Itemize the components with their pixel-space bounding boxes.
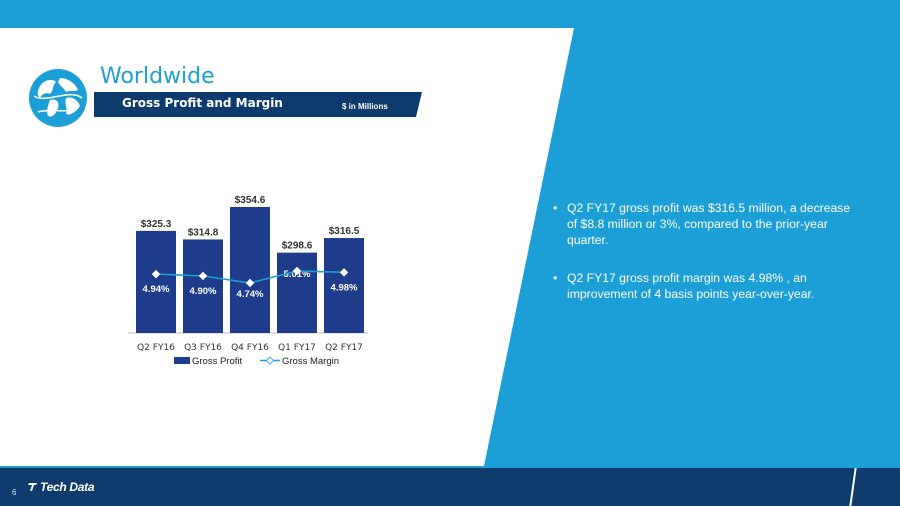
gross-profit-bar [277,252,317,333]
bar-value-label: $354.6 [235,195,266,206]
footer-divider [0,466,900,468]
gross-profit-bar [183,239,223,333]
bar-value-label: $325.3 [141,219,172,230]
x-tick-label: Q3 FY16 [184,343,222,353]
bullet-item: Q2 FY17 gross profit was $316.5 million,… [553,200,863,248]
page-number: 6 [12,488,17,497]
gross-profit-bar [324,238,364,333]
top-strip [0,0,900,28]
gross-margin-point [151,269,161,279]
x-tick-label: Q4 FY16 [231,343,269,353]
gross-margin-point [198,271,208,281]
legend-swatch-gross-profit [174,357,190,364]
gross-profit-chart: $325.3 Q2 FY16 4.94% $314.8 Q3 FY16 4.90% $354… [128,195,368,367]
margin-value-label: 4.90% [190,286,217,297]
margin-value-label: 4.74% [237,289,264,300]
bullet-list: Q2 FY17 gross profit was $316.5 million,… [553,200,863,324]
bar-value-label: $298.6 [282,241,313,252]
section-banner [94,92,422,117]
globe-icon [29,69,87,127]
bar-value-label: $316.5 [329,226,360,237]
margin-value-label: 4.98% [331,282,358,293]
legend-label-gross-margin: Gross Margin [282,356,339,367]
gross-profit-bar [230,207,270,333]
legend-label-gross-profit: Gross Profit [192,356,243,367]
x-tick-label: Q2 FY16 [137,343,175,353]
x-tick-label: Q2 FY17 [325,343,363,353]
gross-margin-point [339,268,349,277]
bar-value-label: $314.8 [188,227,219,238]
techdata-logo-icon [28,483,37,491]
page-title: Worldwide [100,64,215,89]
banner-title: Gross Profit and Margin [122,96,283,110]
margin-value-label: 4.94% [143,284,170,295]
x-tick-label: Q1 FY17 [278,343,316,353]
techdata-logo: Tech Data [28,480,95,494]
logo-text: Tech Data [40,480,95,494]
bullet-item: Q2 FY17 gross profit margin was 4.98% , … [553,270,863,302]
gross-profit-bar [136,230,176,333]
legend-marker-gross-margin [265,356,275,365]
gross-margin-point [245,278,255,288]
footer-bar [0,466,900,506]
banner-units-note: $ in Millions [342,102,388,111]
gross-margin-point [292,266,302,276]
